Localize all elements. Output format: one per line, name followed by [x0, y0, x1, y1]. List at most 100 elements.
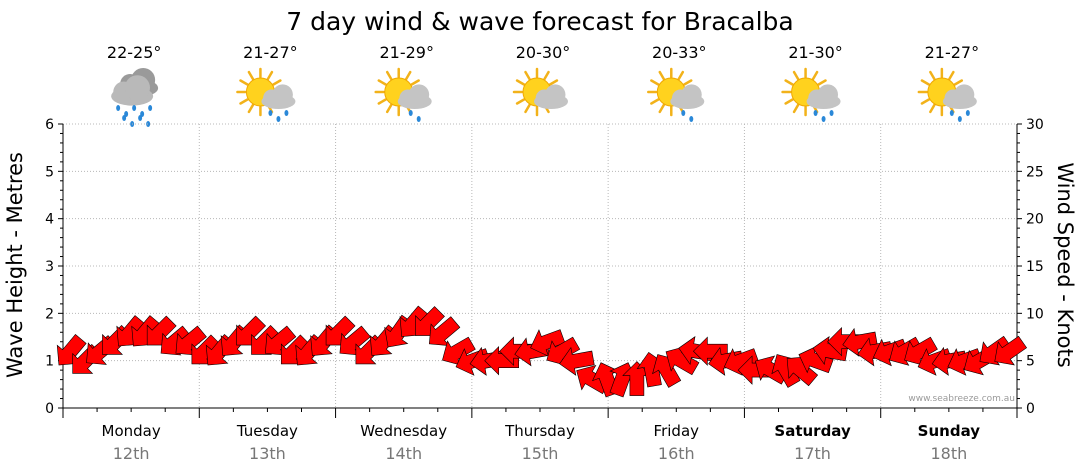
- axes: 0 1 2 3 4 5 6 0 5 10 15 20 25 30: [45, 117, 1044, 418]
- sun-ray: [410, 79, 420, 86]
- wind-arrow: [442, 336, 476, 366]
- day-name-label: Monday: [102, 422, 161, 440]
- wind-arrow: [771, 354, 801, 388]
- day-name-label: Thursday: [504, 422, 575, 440]
- left-axis-label: Wave Height - Metres: [3, 152, 27, 378]
- wind-arrows: [56, 305, 1028, 398]
- sun-ray: [650, 79, 660, 86]
- cloud-part: [681, 84, 702, 105]
- sun-ray: [792, 103, 800, 114]
- partly-cloudy-icon: [512, 67, 568, 117]
- cloud-part: [124, 75, 150, 101]
- sun-ray: [817, 79, 827, 86]
- sun-cloud-rain-icon: [236, 67, 296, 122]
- day-labels: Monday 12th Tuesday 13th Wednesday 14th Thursd…: [102, 422, 981, 463]
- temperature-label: 22-25°: [107, 43, 162, 62]
- rain-drop: [132, 105, 137, 111]
- day-name-label: Tuesday: [236, 422, 298, 440]
- cloud-part: [545, 84, 566, 105]
- sun-ray: [658, 103, 666, 114]
- day-name-label: Saturday: [774, 422, 851, 440]
- sun-cloud-rain-icon: [917, 67, 977, 122]
- day-date-label: 12th: [113, 444, 150, 463]
- credit-text: www.seabreeze.com.au: [908, 394, 1015, 404]
- sun-ray: [515, 79, 526, 86]
- rain-drop: [146, 121, 151, 127]
- right-tick-label: 0: [1026, 401, 1035, 417]
- sun-ray: [920, 79, 931, 86]
- rain-drops: [116, 105, 153, 117]
- left-tick-label: 5: [45, 164, 54, 180]
- wind-arrow: [786, 356, 819, 387]
- temperature-label: 21-30°: [788, 43, 843, 62]
- sun-ray: [272, 79, 282, 86]
- sun-cloud-rain-icon: [781, 67, 841, 122]
- sun-cloud-light-rain-icon: [647, 67, 705, 122]
- day-name-label: Wednesday: [360, 422, 447, 440]
- sun-ray: [515, 98, 526, 105]
- wind-arrow: [428, 316, 461, 346]
- rain-drop: [148, 105, 153, 111]
- wind-arrow: [842, 327, 878, 357]
- rain-drop: [408, 110, 413, 116]
- cloud-shape: [942, 84, 977, 110]
- sun-ray: [377, 79, 387, 86]
- sun-rays: [647, 67, 696, 117]
- sun-ray: [658, 70, 666, 81]
- sun-ray: [811, 70, 819, 81]
- temperature-label: 21-27°: [925, 43, 980, 62]
- rain-drops: [681, 110, 694, 122]
- rain-drop: [268, 110, 273, 116]
- rain-drop: [116, 105, 121, 111]
- wind-arrow: [559, 346, 595, 376]
- sun-ray: [524, 103, 531, 114]
- sun-ray: [784, 79, 794, 86]
- rain-drop: [949, 110, 954, 116]
- right-tick-label: 30: [1026, 117, 1044, 133]
- left-tick-label: 3: [45, 259, 54, 275]
- sun-ray: [385, 70, 393, 81]
- sun-cloud-light-rain-icon: [374, 67, 432, 122]
- left-tick-label: 1: [45, 354, 54, 370]
- day-name-label: Sunday: [918, 422, 981, 440]
- right-tick-label: 5: [1026, 354, 1035, 370]
- sun-ray: [650, 98, 660, 105]
- sun-ray: [929, 70, 936, 81]
- cloud-shape: [111, 75, 154, 106]
- rain-drops: [813, 110, 834, 122]
- sun-ray: [385, 103, 393, 114]
- day-date-label: 13th: [249, 444, 286, 463]
- sun-ray: [929, 103, 936, 114]
- wind-arrow: [665, 346, 700, 376]
- cloud-shape: [261, 84, 296, 110]
- right-tick-label: 25: [1026, 164, 1044, 180]
- sun-ray: [683, 79, 693, 86]
- rain-drop: [965, 110, 970, 116]
- rain-drops: [949, 110, 970, 122]
- temperature-label: 21-29°: [379, 43, 434, 62]
- day-date-label: 18th: [930, 444, 967, 463]
- sun-ray: [543, 70, 550, 81]
- sun-ray: [239, 98, 249, 105]
- temperature-label: 20-30°: [516, 43, 571, 62]
- rain-drops: [268, 110, 289, 122]
- sun-ray: [953, 79, 964, 86]
- cloud-shape: [397, 84, 432, 110]
- left-tick-label: 0: [45, 401, 54, 417]
- rain-drop: [957, 116, 962, 122]
- day-date-label: 15th: [522, 444, 559, 463]
- cloud-shape: [806, 84, 841, 110]
- rain-drop: [122, 115, 127, 121]
- temperature-row: 22-25° 21-27° 21-29° 20-30° 20-33° 21-30° 21-2…: [107, 43, 979, 62]
- day-date-label: 14th: [385, 444, 422, 463]
- right-tick-label: 10: [1026, 306, 1044, 322]
- temperature-label: 21-27°: [243, 43, 298, 62]
- right-axis-label: Wind Speed - Knots: [1053, 162, 1077, 367]
- heavy-rain-cloud-icon: [111, 68, 159, 127]
- sun-ray: [784, 98, 794, 105]
- rain-drop: [276, 116, 281, 122]
- cloud-shape: [534, 84, 568, 110]
- rain-drop: [813, 110, 818, 116]
- rain-drops: [408, 110, 421, 122]
- right-tick-label: 20: [1026, 212, 1044, 228]
